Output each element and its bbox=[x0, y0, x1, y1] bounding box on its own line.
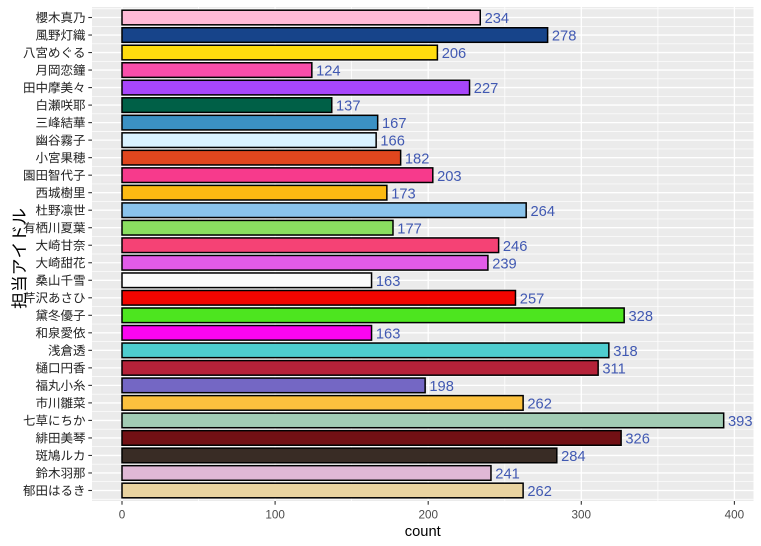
svg-text:234: 234 bbox=[485, 11, 510, 27]
svg-text:100: 100 bbox=[265, 509, 285, 522]
svg-text:241: 241 bbox=[495, 467, 520, 483]
svg-text:177: 177 bbox=[397, 221, 422, 237]
svg-text:137: 137 bbox=[336, 99, 361, 115]
svg-text:239: 239 bbox=[492, 256, 517, 272]
svg-text:167: 167 bbox=[382, 116, 407, 132]
svg-text:163: 163 bbox=[376, 326, 401, 342]
svg-text:264: 264 bbox=[531, 204, 556, 220]
svg-text:198: 198 bbox=[429, 379, 454, 395]
svg-text:300: 300 bbox=[572, 509, 592, 522]
svg-text:262: 262 bbox=[527, 397, 552, 413]
svg-text:257: 257 bbox=[520, 291, 545, 307]
svg-text:262: 262 bbox=[527, 484, 552, 500]
svg-text:173: 173 bbox=[391, 186, 416, 202]
svg-text:227: 227 bbox=[474, 81, 499, 97]
svg-text:200: 200 bbox=[418, 509, 438, 522]
svg-text:246: 246 bbox=[503, 239, 528, 255]
svg-text:284: 284 bbox=[561, 449, 586, 465]
svg-text:328: 328 bbox=[629, 309, 654, 325]
svg-text:206: 206 bbox=[442, 46, 467, 62]
svg-text:318: 318 bbox=[613, 344, 638, 360]
svg-text:326: 326 bbox=[625, 432, 650, 448]
svg-text:0: 0 bbox=[119, 509, 126, 522]
svg-text:182: 182 bbox=[405, 151, 430, 167]
svg-text:163: 163 bbox=[376, 274, 401, 290]
svg-text:278: 278 bbox=[552, 29, 577, 45]
svg-text:393: 393 bbox=[728, 414, 753, 430]
svg-text:count: count bbox=[405, 524, 441, 540]
svg-text:124: 124 bbox=[316, 64, 341, 80]
svg-text:203: 203 bbox=[437, 169, 462, 185]
svg-text:400: 400 bbox=[725, 509, 745, 522]
svg-text:311: 311 bbox=[602, 361, 625, 377]
svg-text:166: 166 bbox=[380, 134, 405, 150]
